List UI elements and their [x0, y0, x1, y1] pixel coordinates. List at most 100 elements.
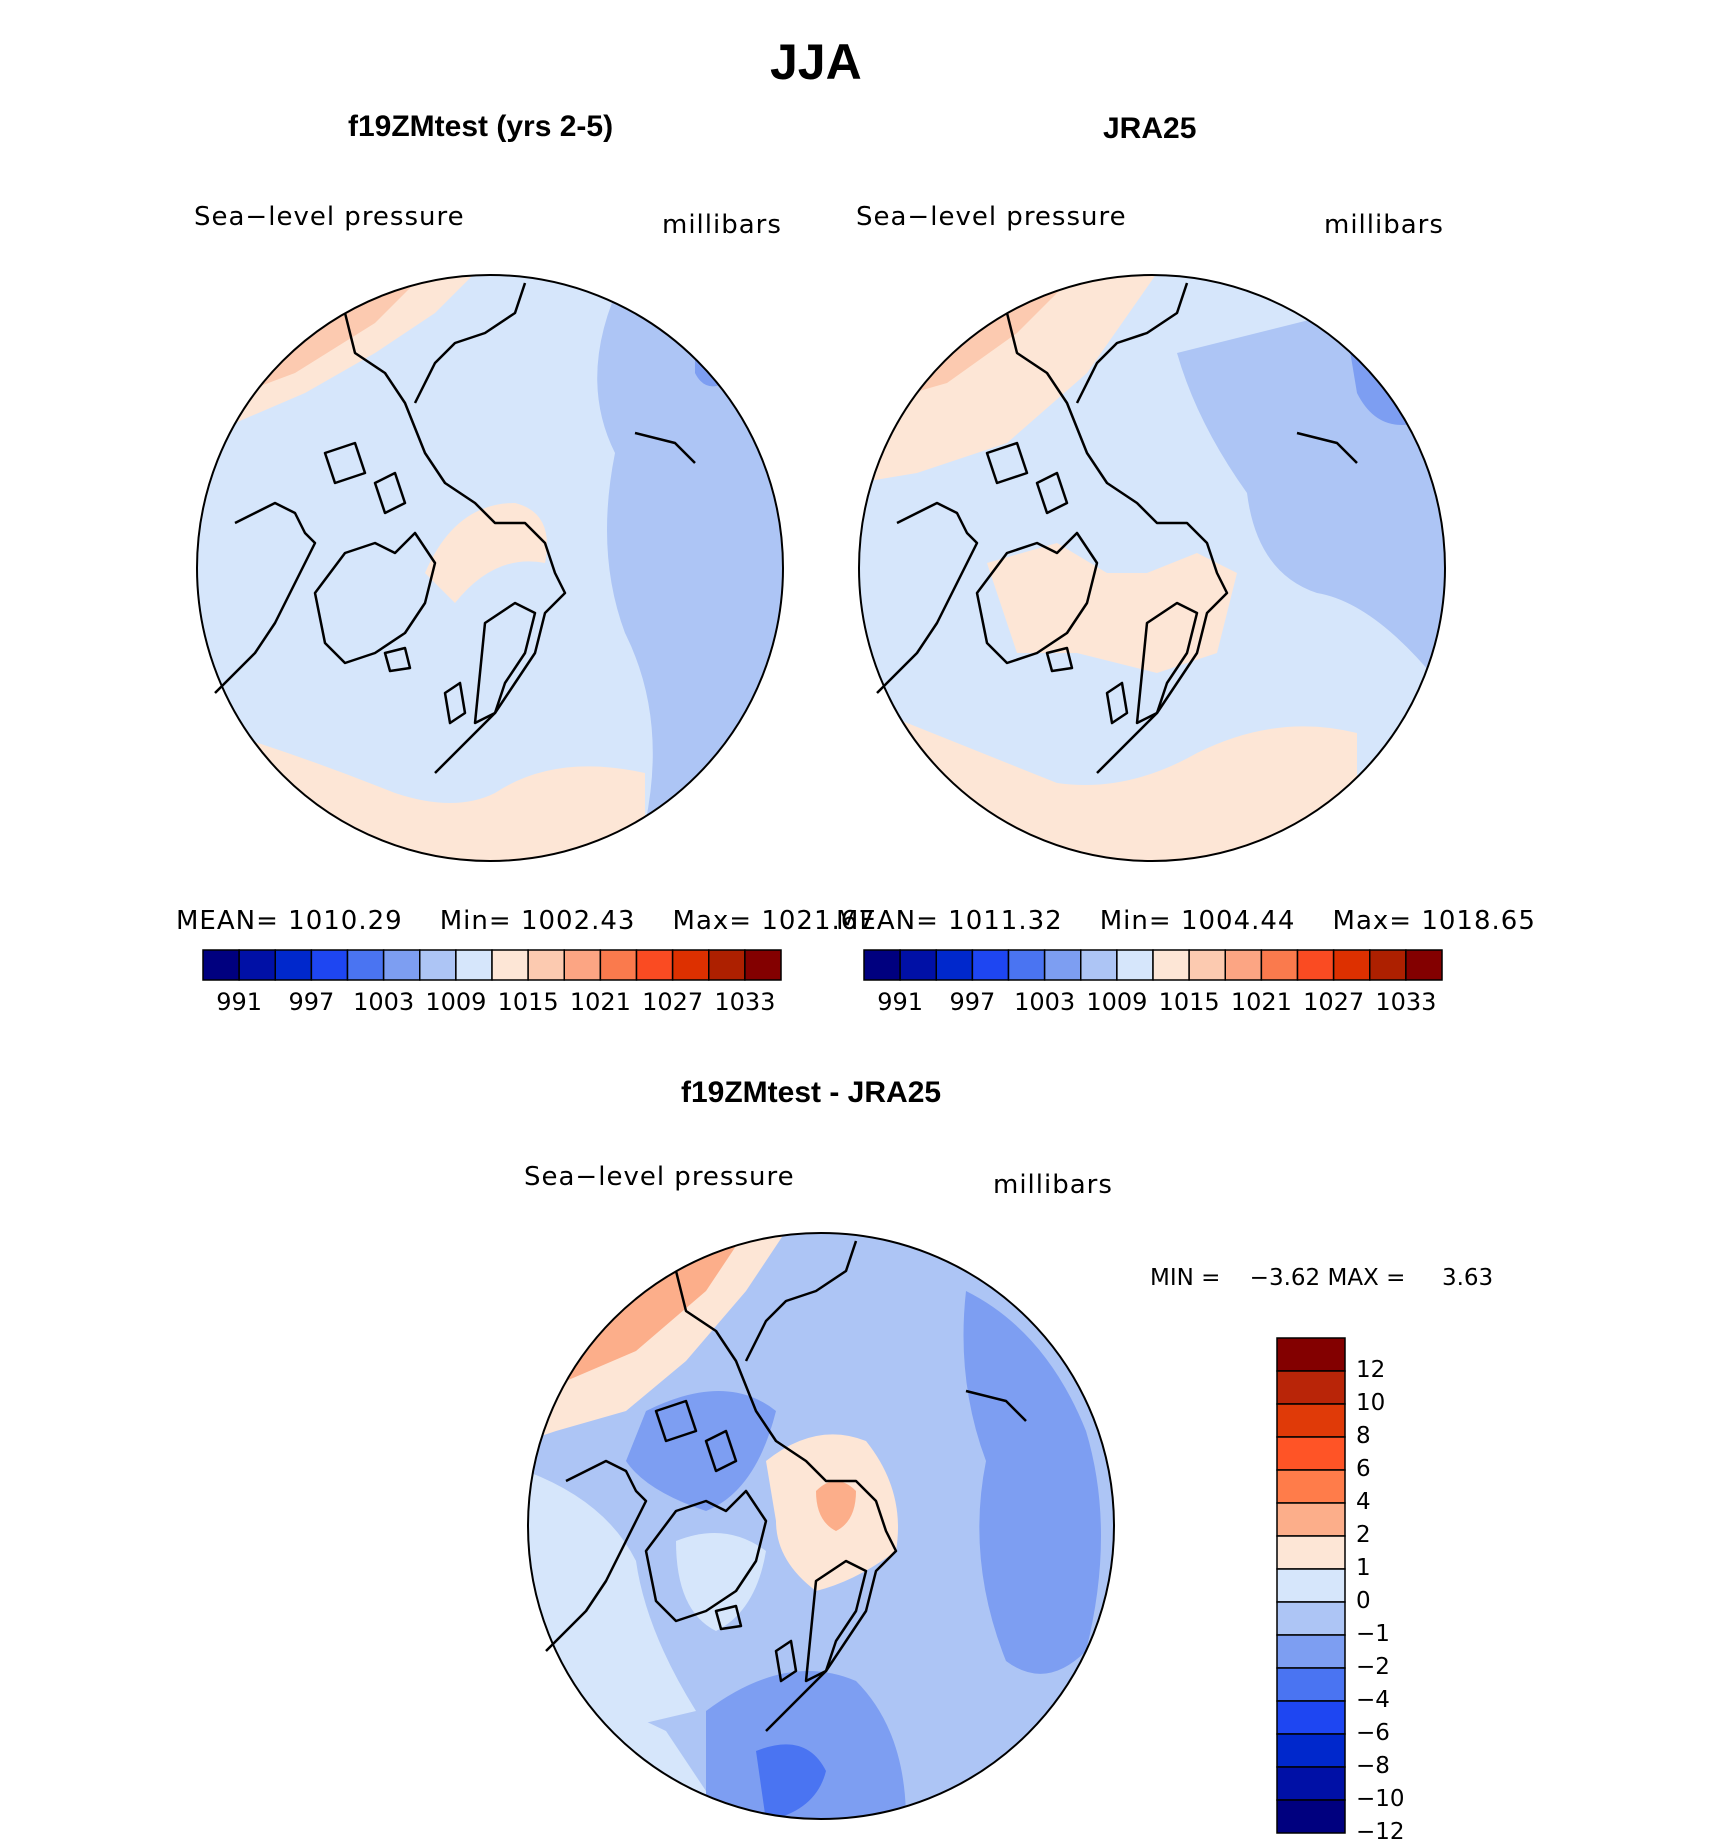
panel1-coastline-asia-north — [413, 282, 527, 404]
panel3-coastline-america — [545, 1459, 648, 1652]
panel3-region-south-neg4 — [706, 1671, 906, 1819]
panel2-coastline-kamchatka — [1296, 431, 1358, 464]
panel1-colorbar-box-6 — [419, 949, 457, 981]
panel1-colorbar-box-3 — [310, 949, 349, 981]
panel1-colorbar-box-10 — [563, 949, 602, 981]
panel2-colorbar-box-8 — [1152, 949, 1190, 981]
panel1-units-label: millibars — [662, 210, 782, 240]
panel1-colorbar-box-7 — [455, 949, 493, 981]
panel3-coastline-uk — [774, 1639, 798, 1683]
panel3-region-center-pos2 — [816, 1481, 856, 1531]
panel3-max-label: MAX = — [1327, 1265, 1406, 1291]
panel2-colorbar-label-2: 1003 — [1014, 988, 1076, 1016]
panel1-map-border — [196, 274, 784, 862]
panel3-colorbar-box-3 — [1276, 1436, 1346, 1471]
panel3-colorbar-label-0: 12 — [1356, 1357, 1386, 1383]
panel2-coastline-greenland — [975, 531, 1099, 665]
panel3-colorbar-box-12 — [1276, 1733, 1346, 1768]
panel1-colorbar-box-1 — [238, 949, 277, 981]
panel1-colorbar-label-1: 997 — [288, 988, 335, 1016]
panel2-colorbar-box-9 — [1188, 949, 1227, 981]
panel1-coastline-kamchatka — [634, 431, 696, 464]
panel2-colorbar-label-7: 1033 — [1375, 988, 1437, 1016]
panel3-colorbar-label-13: −10 — [1356, 1786, 1405, 1812]
panel2-min-label: Min= — [1099, 906, 1172, 936]
panel2-mean-value: 1011.32 — [948, 906, 1063, 936]
panel1-colorbar-box-2 — [274, 949, 313, 981]
panel2-colorbar-box-4 — [1007, 949, 1046, 981]
panel1-colorbar-box-13 — [671, 949, 710, 981]
panel3-coastline-kamchatka — [965, 1389, 1027, 1422]
panel3-polar-map — [527, 1232, 1115, 1820]
panel1-colorbar-box-15 — [744, 949, 782, 981]
panel3-colorbar-label-1: 10 — [1356, 1390, 1386, 1416]
panel2-colorbar-label-5: 1021 — [1230, 988, 1292, 1016]
panel2-coastline-uk — [1105, 681, 1129, 725]
panel1-min-label: Min= — [439, 906, 512, 936]
panel2-mean-label: MEAN= — [836, 906, 939, 936]
panel1-colorbar-box-4 — [346, 949, 385, 981]
panel1-region-center-high — [425, 503, 547, 603]
panel1-colorbar — [202, 949, 782, 981]
panel1-region-east-low — [597, 275, 783, 861]
panel1-coastline-greenland — [313, 531, 437, 665]
panel3-region-greenland-neg1 — [676, 1533, 766, 1631]
panel1-region-east-low2 — [695, 333, 725, 387]
panel3-colorbar-box-0 — [1276, 1337, 1346, 1372]
panel3-units-label: millibars — [993, 1170, 1113, 1200]
panel3-colorbar-box-13 — [1276, 1766, 1346, 1801]
panel2-colorbar-box-7 — [1116, 949, 1154, 981]
panel3-colorbar-box-9 — [1276, 1634, 1346, 1669]
panel3-colorbar-label-8: −1 — [1356, 1621, 1390, 1647]
panel3-max-value: 3.63 — [1441, 1265, 1494, 1291]
panel1-coastline-scandinavia — [473, 601, 537, 725]
panel2-coastline-scandinavia — [1135, 601, 1199, 725]
panel3-colorbar-label-12: −8 — [1356, 1753, 1390, 1779]
panel3-colorbar-label-7: 0 — [1356, 1588, 1371, 1614]
panel3-title: f19ZMtest - JRA25 — [681, 1076, 942, 1109]
panel2-title: JRA25 — [1103, 112, 1197, 145]
panel2-colorbar-box-10 — [1224, 949, 1263, 981]
panel2-min-value: 1004.44 — [1180, 906, 1296, 936]
panel1-stats: MEAN= 1010.29 Min= 1002.43 Max= 1021.67 — [176, 906, 876, 936]
panel2-colorbar-box-15 — [1405, 949, 1443, 981]
panel2-max-value: 1018.65 — [1421, 906, 1536, 936]
panel2-colorbar-label-4: 1015 — [1158, 988, 1220, 1016]
panel2-coastline-america — [876, 501, 979, 694]
panel2-colorbar-box-6 — [1080, 949, 1118, 981]
panel3-colorbar-label-3: 6 — [1356, 1456, 1371, 1482]
panel2-map-border — [858, 274, 1446, 862]
panel3-region-west-neg4 — [626, 1391, 776, 1511]
panel3-colorbar-box-5 — [1276, 1502, 1346, 1537]
panel2-colorbar-box-11 — [1260, 949, 1299, 981]
panel1-colorbar-box-5 — [382, 949, 421, 981]
panel2-polar-map — [858, 274, 1446, 862]
panel3-colorbar — [1276, 1337, 1346, 1834]
panel2-colorbar-label-3: 1009 — [1086, 988, 1148, 1016]
panel3-variable-label: Sea−level pressure — [524, 1162, 795, 1192]
panel3-colorbar-box-11 — [1276, 1700, 1346, 1735]
panel1-coastline-uk — [443, 681, 467, 725]
panel2-colorbar — [863, 949, 1443, 981]
panel1-colorbar-label-6: 1027 — [642, 988, 704, 1016]
panel1-mean-value: 1010.29 — [288, 906, 403, 936]
figure-title: JJA — [770, 34, 862, 90]
panel1-title: f19ZMtest (yrs 2-5) — [348, 110, 614, 143]
panel3-colorbar-box-4 — [1276, 1469, 1346, 1504]
panel1-coastline-islands — [323, 441, 412, 673]
panel3-colorbar-labels: 12 10 8 6 4 2 1 0 −1 −2 −4 −6 −8 −10 −12 — [1356, 1338, 1436, 1845]
panel3-coastline-scandinavia — [804, 1559, 868, 1683]
panel3-region-south-neg6 — [756, 1744, 826, 1819]
panel3-colorbar-label-14: −12 — [1356, 1819, 1405, 1845]
panel3-min-value: −3.62 — [1249, 1265, 1321, 1291]
panel2-region-greenland-high — [987, 543, 1237, 673]
panel3-colorbar-box-6 — [1276, 1535, 1346, 1570]
panel3-colorbar-box-1 — [1276, 1370, 1346, 1405]
panel3-min-label: MIN = — [1150, 1265, 1221, 1291]
panel1-colorbar-box-11 — [599, 949, 638, 981]
panel3-colorbar-box-7 — [1276, 1568, 1346, 1603]
panel3-coastline-islands — [654, 1399, 743, 1631]
panel2-colorbar-label-1: 997 — [949, 988, 996, 1016]
panel1-colorbar-box-14 — [708, 949, 746, 981]
panel1-variable-label: Sea−level pressure — [194, 202, 465, 232]
